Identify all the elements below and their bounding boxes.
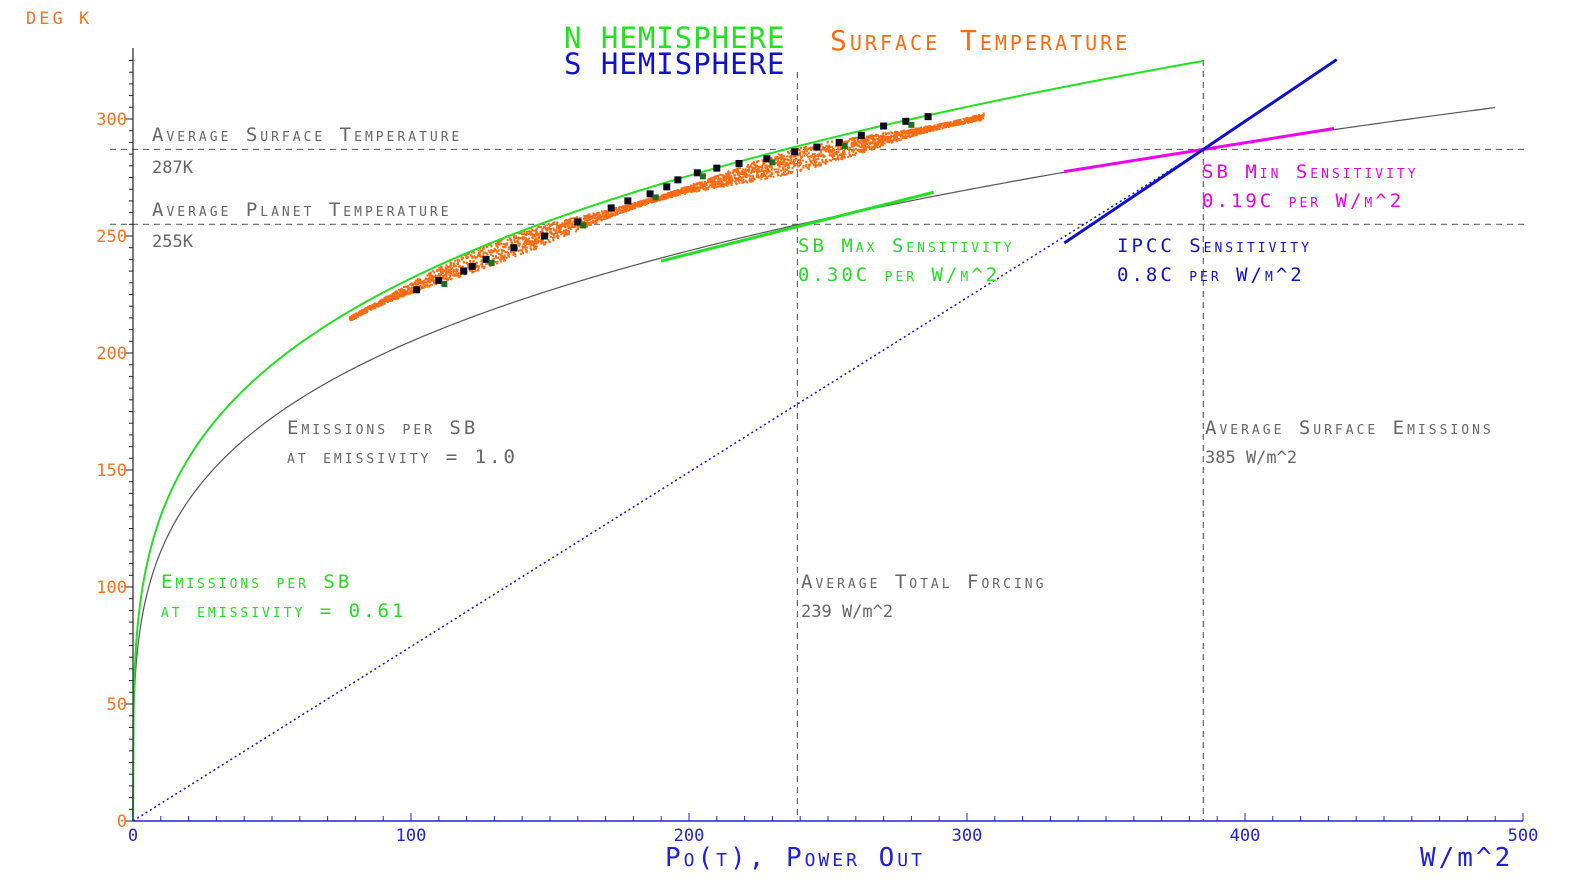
y-tick-label: 200 xyxy=(96,344,127,364)
data-point xyxy=(435,276,443,284)
sb-curve-emissivity-0-61 xyxy=(132,59,1204,822)
avg-total-forcing-label: Average Total Forcing xyxy=(801,571,1046,593)
data-point xyxy=(646,190,654,198)
sb-max-sensitivity-value: 0.30C per W/m^2 xyxy=(798,264,1000,286)
data-point xyxy=(857,131,865,139)
data-point xyxy=(902,117,910,125)
data-point xyxy=(674,176,682,184)
data-point xyxy=(735,159,743,167)
y-tick-label: 150 xyxy=(96,461,127,481)
data-point xyxy=(880,122,888,130)
data-point-n xyxy=(488,259,495,266)
y-tick-label: 100 xyxy=(96,578,127,598)
x-tick-label: 400 xyxy=(1230,826,1261,846)
data-point xyxy=(813,143,821,151)
scatter-points xyxy=(413,113,932,294)
sb-min-sensitivity-label: SB Min Sensitivity xyxy=(1202,161,1419,183)
sb-curve-1-0-label2: at emissivity = 1.0 xyxy=(287,446,518,468)
data-point xyxy=(663,183,671,191)
avg-surface-temp-label: Average Surface Temperature xyxy=(152,124,462,146)
data-point-n xyxy=(908,121,915,128)
y-tick-label: 300 xyxy=(96,110,127,130)
data-point xyxy=(835,138,843,146)
y-ticks: 0 50 100 150 200 250 300 xyxy=(96,60,133,832)
avg-planet-temp-label: Average Planet Temperature xyxy=(152,199,452,221)
y-tick-label: 0 xyxy=(117,812,127,832)
data-point-n xyxy=(841,142,848,149)
title-surface-temperature: Surface Temperature xyxy=(830,24,1130,57)
data-point xyxy=(460,267,468,275)
y-axis-label: DEG K xyxy=(26,9,92,29)
data-point xyxy=(540,232,548,240)
ipcc-sensitivity-value: 0.8C per W/m^2 xyxy=(1117,264,1305,286)
avg-planet-temp-value: 255K xyxy=(152,232,194,252)
ipcc-dotted-line xyxy=(132,148,1204,822)
data-point xyxy=(924,113,932,121)
data-point-n xyxy=(699,173,706,180)
data-point-n xyxy=(580,222,587,229)
data-point xyxy=(607,204,615,212)
ipcc-sensitivity-label: IPCC Sensitivity xyxy=(1117,235,1312,257)
title-n-hemisphere: N HEMISPHERE xyxy=(564,21,786,55)
avg-surface-emissions-value: 385 W/m^2 xyxy=(1205,448,1297,468)
data-point xyxy=(791,148,799,156)
x-tick-label: 500 xyxy=(1508,826,1539,846)
sb-max-sensitivity-line xyxy=(660,190,935,263)
sb-max-sensitivity-label: SB Max Sensitivity xyxy=(798,235,1015,257)
data-point xyxy=(624,197,632,205)
x-tick-label: 200 xyxy=(674,826,705,846)
data-point xyxy=(763,155,771,163)
avg-surface-temp-value: 287K xyxy=(152,158,194,178)
sb-min-sensitivity-line xyxy=(1064,127,1335,174)
data-point xyxy=(482,255,490,263)
data-point xyxy=(413,286,421,294)
sb-curve-061-label2: at emissivity = 0.61 xyxy=(161,600,406,622)
x-tick-label: 100 xyxy=(396,826,427,846)
data-point xyxy=(713,164,721,172)
y-tick-label: 250 xyxy=(96,227,127,247)
x-axis-unit: W/m^2 xyxy=(1420,843,1513,873)
sb-curve-061-label1: Emissions per SB xyxy=(161,571,352,593)
x-tick-label: 300 xyxy=(952,826,983,846)
title-s-hemisphere: S HEMISPHERE xyxy=(564,47,786,81)
x-tick-label: 0 xyxy=(128,826,138,846)
y-tick-label: 50 xyxy=(107,695,127,715)
sb-curve-1-0-label1: Emissions per SB xyxy=(287,417,478,439)
avg-surface-emissions-label: Average Surface Emissions xyxy=(1205,417,1494,439)
data-point xyxy=(468,262,476,270)
data-point-n xyxy=(769,159,776,166)
data-point-n xyxy=(441,280,448,287)
data-point-n xyxy=(652,194,659,201)
x-axis-label: Po(t), Power Out xyxy=(665,843,925,873)
sb-min-sensitivity-value: 0.19C per W/m^2 xyxy=(1202,190,1404,212)
data-point xyxy=(693,169,701,177)
x-ticks: 0 100 200 300 400 500 xyxy=(128,813,1538,846)
data-point xyxy=(574,218,582,226)
ipcc-sensitivity-line xyxy=(1063,58,1338,245)
avg-total-forcing-value: 239 W/m^2 xyxy=(801,602,893,622)
data-point xyxy=(510,244,518,252)
